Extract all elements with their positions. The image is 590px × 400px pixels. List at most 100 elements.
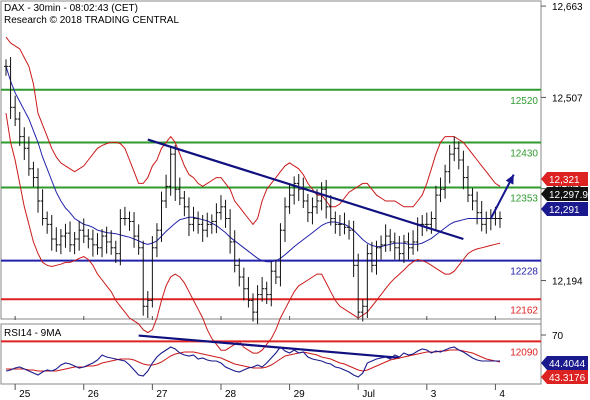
price-bar <box>72 231 77 255</box>
price-bar <box>173 144 178 201</box>
price-bar <box>31 161 36 187</box>
rsi-badge-label: 44.4044 <box>549 359 586 370</box>
price-bar <box>113 240 118 263</box>
price-badge-label: 12,297.9 <box>549 190 588 201</box>
price-bar <box>347 220 352 240</box>
price-badge-black: 12,297.9 <box>541 187 588 201</box>
price-bar <box>49 215 54 251</box>
price-bar <box>40 189 45 226</box>
price-bar <box>109 230 114 255</box>
price-bar <box>497 211 502 228</box>
price-bar <box>54 227 59 252</box>
rsi-panel-layer: 70 44.4044 43.3176 <box>5 331 588 384</box>
price-bar <box>319 182 324 211</box>
price-bar <box>283 197 288 242</box>
level-label-12090: 12090 <box>510 347 538 358</box>
projection-arrow-head <box>505 174 514 185</box>
rsi-line <box>5 346 500 378</box>
price-bar <box>333 211 338 234</box>
price-badge-red: 12,321 <box>541 172 588 186</box>
price-bar <box>388 229 393 252</box>
instrument-title: DAX - 30min - 08:02:43 (CET) <box>4 3 138 14</box>
x-axis: 25 26 27 28 29 Jul 3 4 <box>14 316 505 400</box>
y-tick-label: 12,663 <box>552 2 583 13</box>
price-bar <box>241 267 246 301</box>
price-bar <box>479 200 484 232</box>
rsi-panel-title: RSI14 - 9MA <box>4 328 62 339</box>
price-bar <box>63 223 68 248</box>
price-bar <box>342 212 347 235</box>
price-bar <box>90 229 95 257</box>
rsi-badge-label: 43.3176 <box>549 373 586 384</box>
price-bar <box>145 291 150 318</box>
price-bar <box>196 211 201 234</box>
price-bar <box>379 235 384 260</box>
rsi-ma-line <box>6 349 501 372</box>
price-bar <box>484 211 489 234</box>
price-bar <box>118 209 123 266</box>
bollinger-lower-band <box>5 113 501 354</box>
price-bar <box>433 185 438 231</box>
price-bar <box>8 57 13 120</box>
x-tick-label: 28 <box>225 389 237 400</box>
price-bar <box>406 232 411 260</box>
price-bar <box>475 191 480 225</box>
price-badges-layer: 12,321 12,297.9 12,291 <box>541 172 588 216</box>
price-bar <box>392 232 397 260</box>
level-label-12520: 12520 <box>510 96 538 107</box>
price-bar <box>310 197 315 225</box>
price-bar <box>127 211 132 231</box>
price-bar <box>447 144 452 184</box>
price-bar <box>100 229 105 258</box>
price-bar <box>104 226 109 254</box>
price-badge-blue: 12,291 <box>541 202 588 216</box>
level-label-12228: 12228 <box>510 267 538 278</box>
price-bar <box>287 183 292 214</box>
price-bar <box>365 244 370 318</box>
trendlines-layer <box>138 138 515 359</box>
price-bar <box>200 215 205 242</box>
price-bar <box>228 209 233 254</box>
price-bar <box>26 136 31 176</box>
price-bar <box>255 285 260 324</box>
price-bar <box>328 195 333 226</box>
price-bar <box>205 212 210 238</box>
price-bar <box>264 281 269 304</box>
x-tick-label: 29 <box>294 389 306 400</box>
price-bar <box>86 229 91 249</box>
price-bar <box>269 261 274 307</box>
upper-trendline <box>147 138 464 241</box>
price-bar <box>360 299 365 322</box>
price-bar <box>164 174 169 208</box>
price-bar <box>356 253 361 320</box>
price-bar <box>22 127 27 160</box>
price-bar <box>305 193 310 223</box>
price-bar <box>95 233 100 255</box>
price-bar <box>260 277 265 302</box>
rsi-badge-blue: 44.4044 <box>541 356 588 370</box>
y-tick-label: 12,194 <box>552 277 583 288</box>
rsi-tick-label: 70 <box>552 331 564 342</box>
price-bar <box>397 236 402 261</box>
price-bar <box>218 195 223 220</box>
x-tick-label: 25 <box>19 389 31 400</box>
price-bar <box>461 150 466 190</box>
rsi-badge-red: 43.3176 <box>541 370 588 384</box>
price-bar <box>369 241 374 273</box>
copyright-text: Research © 2018 TRADING CENTRAL <box>4 15 179 26</box>
price-bar <box>177 177 182 206</box>
price-bar <box>214 203 219 234</box>
price-bar <box>81 218 86 244</box>
price-bar <box>401 234 406 263</box>
price-bar <box>465 165 470 203</box>
price-bar <box>470 188 475 211</box>
price-bar <box>4 59 8 76</box>
lower-trendline <box>138 334 400 359</box>
y-tick-label: 12,507 <box>552 93 583 104</box>
x-tick-label: Jul <box>362 389 375 400</box>
price-bar <box>443 164 448 199</box>
price-bar <box>246 277 251 308</box>
price-bar <box>191 206 196 232</box>
bollinger-upper-band <box>5 36 501 226</box>
